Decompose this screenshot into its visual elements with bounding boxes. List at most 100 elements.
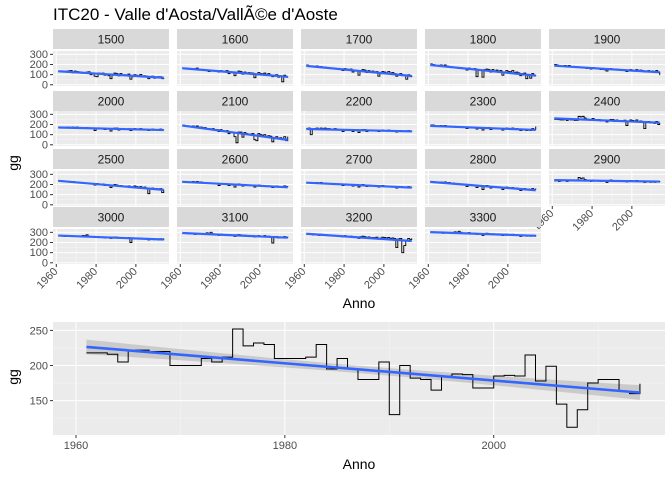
facet-strip — [301, 207, 417, 227]
facet-strip — [53, 207, 169, 227]
facet-strip-label: 2600 — [222, 153, 249, 167]
facet-trend-line — [182, 180, 288, 189]
facet-panel-background — [177, 111, 293, 146]
facet-trend-line — [430, 124, 536, 132]
facet-strip — [549, 149, 665, 169]
facet-trend-line — [58, 126, 164, 132]
facet-panel-background — [53, 51, 169, 86]
facet-strip — [53, 149, 169, 169]
x-tick-label: 1980 — [446, 266, 472, 292]
facet-panel-background — [301, 51, 417, 86]
facet-strip — [301, 29, 417, 49]
facet-panel-2700: 2700 — [301, 149, 417, 206]
facet-panel-background — [549, 171, 665, 206]
facet-strip-label: 3000 — [98, 211, 125, 225]
x-tick-label: 2000 — [114, 266, 140, 292]
y-tick-label: 200 — [30, 361, 48, 373]
x-tick-label: 2000 — [481, 440, 505, 452]
facet-trend-line — [182, 231, 288, 239]
facet-strip — [549, 91, 665, 111]
facet-panel-1600: 1600 — [177, 29, 293, 86]
facet-strip-label: 1700 — [346, 33, 373, 47]
x-tick-label: 1960 — [35, 266, 61, 292]
facet-strip-label: 1500 — [98, 33, 125, 47]
facet-strip — [53, 91, 169, 111]
facet-panel-background — [549, 111, 665, 146]
facet-strip — [53, 29, 169, 49]
facet-trend-line — [430, 63, 536, 77]
facet-panel-2300: 2300 — [425, 91, 541, 146]
facet-panel-2600: 2600 — [177, 149, 293, 206]
y-tick-label: 300 — [30, 49, 48, 61]
facet-strip-label: 2000 — [98, 95, 125, 109]
facet-strip-label: 2900 — [594, 153, 621, 167]
y-tick-label: 0 — [42, 79, 48, 91]
y-tick-label: 150 — [30, 396, 48, 408]
y-tick-label: 200 — [30, 119, 48, 131]
facet-strip-label: 2300 — [470, 95, 497, 109]
facet-panel-background — [425, 51, 541, 86]
x-tick-label: 2000 — [238, 266, 264, 292]
y-tick-label: 0 — [42, 199, 48, 211]
overall-x-axis-title: Anno — [343, 456, 376, 472]
x-tick-label: 1960 — [283, 266, 309, 292]
x-tick-label: 1960 — [407, 266, 433, 292]
facet-panel-background — [53, 229, 169, 264]
y-tick-label: 200 — [30, 179, 48, 191]
facet-strip — [425, 207, 541, 227]
facet-strip — [177, 149, 293, 169]
facet-panel-1700: 1700 — [301, 29, 417, 86]
x-tick-label: 2000 — [486, 266, 512, 292]
facet-strip-label: 2500 — [98, 153, 125, 167]
facet-trend-line — [306, 127, 412, 133]
facet-strip-label: 2200 — [346, 95, 373, 109]
facet-panel-1800: 1800 — [425, 29, 541, 86]
facet-trend-line — [306, 181, 412, 189]
facet-strip — [301, 91, 417, 111]
facet-strip — [177, 207, 293, 227]
facet-strip-label: 2100 — [222, 95, 249, 109]
facet-trend-line — [306, 64, 412, 78]
facet-trend-line — [58, 179, 164, 191]
facet-trend-line — [182, 124, 288, 141]
facet-panel-background — [301, 171, 417, 206]
x-tick-label: 1980 — [198, 266, 224, 292]
facet-panel-2800: 2800 — [425, 149, 541, 206]
facet-trend-line — [554, 117, 660, 124]
overall-y-axis-title: gg — [5, 369, 21, 385]
x-tick-label: 2000 — [610, 208, 636, 234]
facet-strip — [425, 29, 541, 49]
facet-panel-1900: 1900 — [549, 29, 665, 86]
facet-strip — [549, 29, 665, 49]
y-tick-label: 100 — [30, 69, 48, 81]
facet-trend-line — [554, 64, 660, 74]
facet-strip-label: 1600 — [222, 33, 249, 47]
facet-strip-label: 2800 — [470, 153, 497, 167]
facet-trend-line — [58, 234, 164, 241]
chart-title: ITC20 - Valle d'Aosta/VallÃ©e d'Aoste — [53, 5, 338, 24]
facet-strip — [425, 91, 541, 111]
facet-trend-line — [58, 70, 164, 79]
facet-trend-line — [554, 178, 660, 183]
y-tick-label: 300 — [30, 227, 48, 239]
y-tick-label: 100 — [30, 129, 48, 141]
y-tick-label: 300 — [30, 169, 48, 181]
facet-strip-label: 3200 — [346, 211, 373, 225]
facet-panel-3200: 3200 1960 1980 2000 — [283, 207, 417, 291]
y-tick-label: 200 — [30, 59, 48, 71]
facet-trend-line — [430, 230, 536, 237]
facet-strip-label: 2400 — [594, 95, 621, 109]
facet-strip-label: 2700 — [346, 153, 373, 167]
facet-strip-label: 3100 — [222, 211, 249, 225]
facet-strip-label: 1900 — [594, 33, 621, 47]
facet-y-axis-title: gg — [5, 155, 21, 171]
facet-panel-2200: 2200 — [301, 91, 417, 146]
facet-strip — [177, 29, 293, 49]
facet-panel-3300: 3300 1960 1980 2000 — [407, 207, 541, 291]
overall-trend-line — [86, 345, 641, 394]
